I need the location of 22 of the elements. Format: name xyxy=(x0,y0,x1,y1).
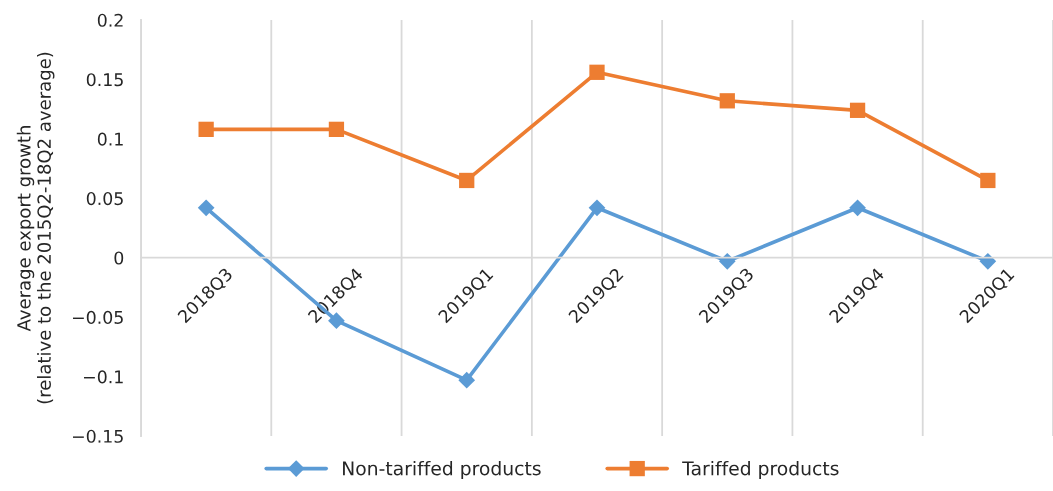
y-tick-label: 0.05 xyxy=(86,192,123,206)
point xyxy=(197,199,215,217)
legend-label: Tariffed products xyxy=(682,460,839,480)
y-tick-label: −0.15 xyxy=(72,429,123,443)
point xyxy=(589,64,605,80)
y-tick-label: 0 xyxy=(114,251,124,265)
point xyxy=(458,371,476,389)
y-tick-label: 0.15 xyxy=(86,73,123,87)
point xyxy=(849,199,866,217)
point xyxy=(849,102,866,118)
legend-label: Non-tariffed products xyxy=(343,460,541,480)
point xyxy=(328,121,345,137)
point xyxy=(719,93,735,109)
y-axis-title: Average export growth (relative to the 2015Q2-18Q2 average) xyxy=(16,52,55,404)
y-tick-label: 0.1 xyxy=(97,132,123,146)
y-tick-label: −0.1 xyxy=(84,370,123,384)
point xyxy=(198,121,214,137)
y-tick-label: 0.2 xyxy=(97,13,123,27)
y-tick-label: −0.05 xyxy=(72,310,123,324)
point xyxy=(459,172,475,189)
point xyxy=(588,199,606,217)
point xyxy=(980,172,996,189)
